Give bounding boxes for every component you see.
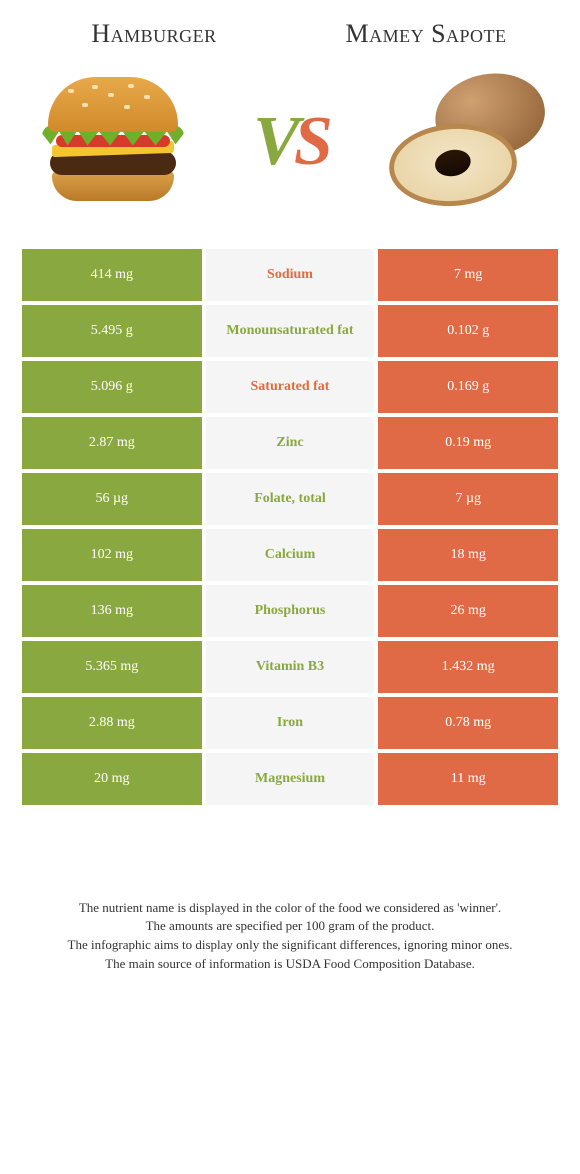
right-value-cell: 11 mg — [378, 753, 558, 805]
nutrient-name-cell: Phosphorus — [206, 585, 375, 637]
left-value-cell: 102 mg — [22, 529, 202, 581]
vs-label: VS — [253, 102, 327, 182]
table-row: 20 mgMagnesium11 mg — [22, 753, 558, 805]
right-food-title: Mamey Sapote — [290, 20, 562, 49]
nutrient-table: 414 mgSodium7 mg5.495 gMonounsaturated f… — [18, 245, 562, 809]
right-value-cell: 0.78 mg — [378, 697, 558, 749]
left-value-cell: 5.096 g — [22, 361, 202, 413]
table-row: 2.87 mgZinc0.19 mg — [22, 417, 558, 469]
mamey-sapote-icon — [387, 72, 547, 212]
hamburger-icon — [38, 77, 188, 207]
right-title-col: Mamey Sapote — [290, 20, 562, 49]
footer-line: The main source of information is USDA F… — [28, 955, 552, 974]
nutrient-name-cell: Monounsaturated fat — [206, 305, 375, 357]
left-value-cell: 5.365 mg — [22, 641, 202, 693]
table-row: 5.096 gSaturated fat0.169 g — [22, 361, 558, 413]
left-value-cell: 2.88 mg — [22, 697, 202, 749]
footer-line: The nutrient name is displayed in the co… — [28, 899, 552, 918]
left-value-cell: 56 µg — [22, 473, 202, 525]
table-row: 5.365 mgVitamin B31.432 mg — [22, 641, 558, 693]
vs-s-letter: S — [294, 103, 327, 180]
left-value-cell: 136 mg — [22, 585, 202, 637]
footer-line: The amounts are specified per 100 gram o… — [28, 917, 552, 936]
table-row: 136 mgPhosphorus26 mg — [22, 585, 558, 637]
table-row: 102 mgCalcium18 mg — [22, 529, 558, 581]
nutrient-name-cell: Folate, total — [206, 473, 375, 525]
images-row: VS — [18, 67, 562, 217]
nutrient-name-cell: Sodium — [206, 249, 375, 301]
right-value-cell: 0.19 mg — [378, 417, 558, 469]
vs-v-letter: V — [253, 103, 294, 180]
left-food-image — [28, 67, 198, 217]
infographic-container: Hamburger Mamey Sapote — [0, 0, 580, 1004]
footer-line: The infographic aims to display only the… — [28, 936, 552, 955]
left-value-cell: 414 mg — [22, 249, 202, 301]
nutrient-name-cell: Zinc — [206, 417, 375, 469]
header-row: Hamburger Mamey Sapote — [18, 20, 562, 49]
nutrient-name-cell: Magnesium — [206, 753, 375, 805]
right-value-cell: 1.432 mg — [378, 641, 558, 693]
left-food-title: Hamburger — [18, 20, 290, 49]
nutrient-name-cell: Iron — [206, 697, 375, 749]
nutrient-name-cell: Vitamin B3 — [206, 641, 375, 693]
right-value-cell: 26 mg — [378, 585, 558, 637]
right-value-cell: 7 µg — [378, 473, 558, 525]
nutrient-name-cell: Saturated fat — [206, 361, 375, 413]
right-value-cell: 0.102 g — [378, 305, 558, 357]
table-row: 2.88 mgIron0.78 mg — [22, 697, 558, 749]
table-row: 56 µgFolate, total7 µg — [22, 473, 558, 525]
left-title-col: Hamburger — [18, 20, 290, 49]
nutrient-name-cell: Calcium — [206, 529, 375, 581]
footer-notes: The nutrient name is displayed in the co… — [18, 899, 562, 974]
right-food-image — [382, 67, 552, 217]
left-value-cell: 2.87 mg — [22, 417, 202, 469]
left-value-cell: 20 mg — [22, 753, 202, 805]
table-row: 5.495 gMonounsaturated fat0.102 g — [22, 305, 558, 357]
right-value-cell: 0.169 g — [378, 361, 558, 413]
right-value-cell: 18 mg — [378, 529, 558, 581]
left-value-cell: 5.495 g — [22, 305, 202, 357]
table-row: 414 mgSodium7 mg — [22, 249, 558, 301]
right-value-cell: 7 mg — [378, 249, 558, 301]
